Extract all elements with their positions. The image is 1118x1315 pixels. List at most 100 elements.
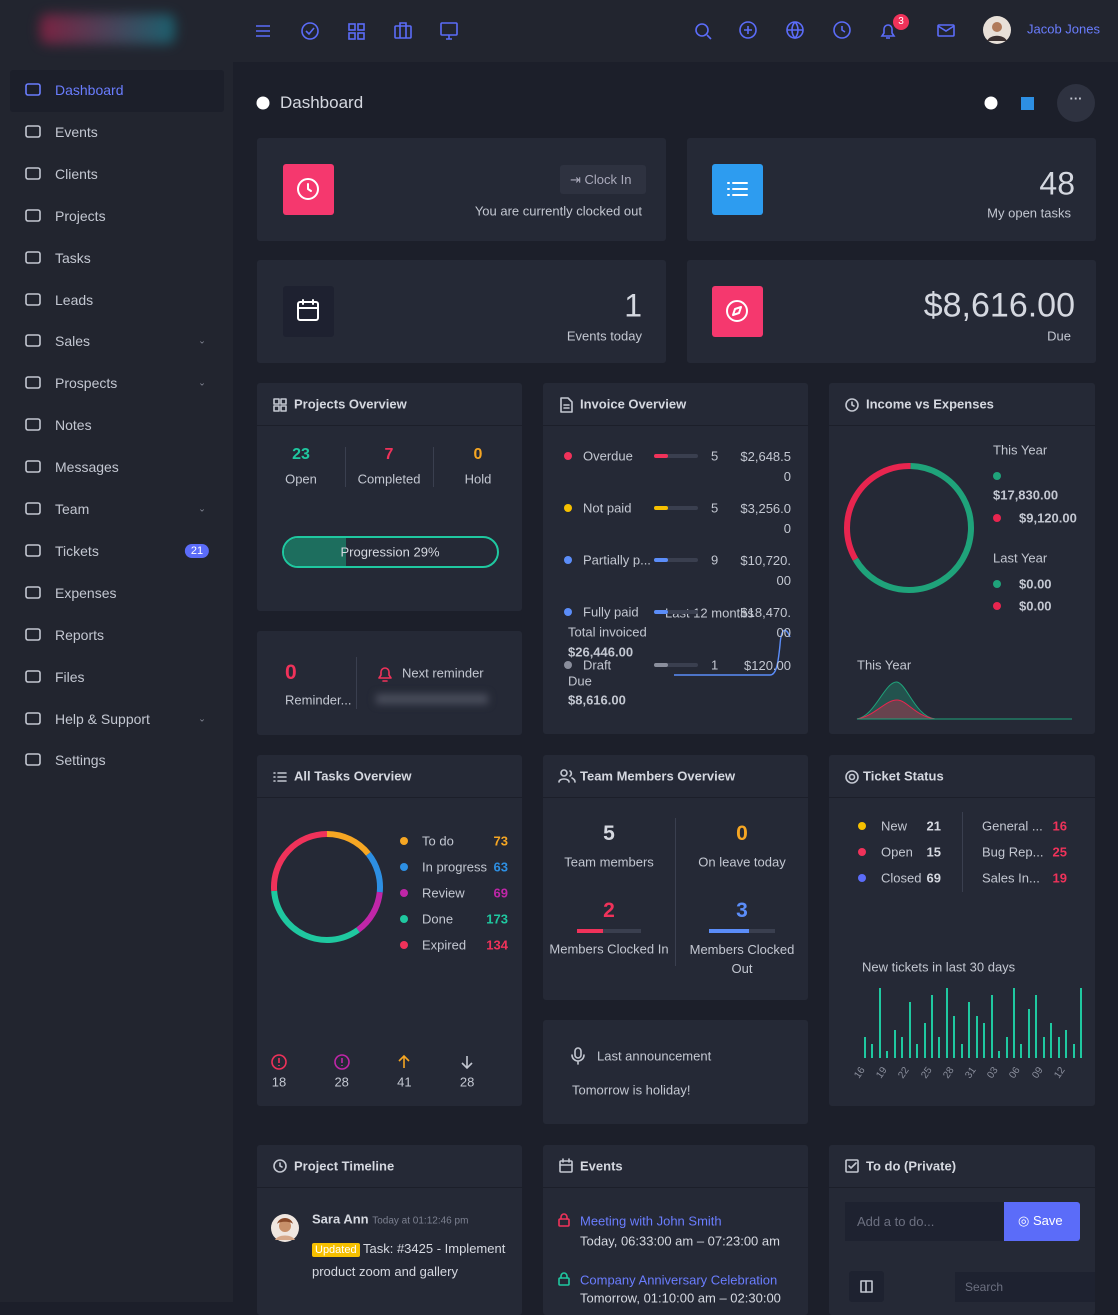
mini-bar-track — [654, 663, 698, 667]
todo-input[interactable]: Add a to do... — [845, 1202, 1004, 1241]
menu-item[interactable]: Notes — [55, 417, 92, 434]
menu-item[interactable]: Files — [55, 668, 85, 685]
chart-label: This Year — [857, 657, 912, 673]
event-title[interactable]: Meeting with John Smith — [580, 1213, 722, 1229]
bell-icon — [378, 667, 392, 682]
clock-icon — [845, 398, 859, 412]
ticket-type-name: Sales In... — [982, 870, 1040, 886]
user-name[interactable]: Jacob Jones — [1027, 21, 1100, 37]
ticket-bar — [901, 1037, 904, 1058]
more-button[interactable]: ··· — [1057, 84, 1095, 122]
invoice-status: Draft — [583, 657, 612, 673]
income-dot — [993, 580, 1001, 588]
invoice-count: 5 — [711, 500, 719, 516]
icon-shape — [25, 711, 41, 725]
mini-bar — [654, 663, 668, 667]
ring-segment — [356, 891, 383, 933]
ticket-bar — [931, 995, 934, 1058]
icon-shape — [25, 502, 41, 515]
save-button[interactable]: ◎ Save — [1004, 1202, 1080, 1241]
ring-segment — [852, 463, 974, 593]
menu-icon — [25, 83, 41, 96]
menu-icon — [25, 376, 41, 390]
filter-button[interactable] — [849, 1271, 884, 1302]
topbar — [0, 0, 1118, 62]
ring-segment — [326, 831, 371, 856]
card-title: To do (Private) — [866, 1158, 957, 1174]
open-tasks-count: 48 — [1039, 165, 1075, 202]
status-dot — [858, 874, 866, 882]
menu-item[interactable]: Settings — [55, 752, 106, 769]
menu-item[interactable]: Sales — [55, 333, 91, 350]
clocked-out-label: Members Clocked Out — [689, 942, 795, 976]
invoice-amount: $2,648.50 — [740, 449, 791, 484]
ring-segment — [844, 463, 911, 561]
menu-item[interactable]: Tickets — [55, 542, 99, 559]
task-footer-icons — [271, 1054, 473, 1070]
menu-item[interactable]: Messages — [55, 459, 119, 476]
menu-item[interactable]: Events — [55, 123, 98, 140]
status-dot — [858, 848, 866, 856]
ticket-bar — [1035, 995, 1038, 1058]
theme-blue[interactable] — [1021, 97, 1034, 110]
lifebuoy-icon — [845, 770, 859, 784]
ticket-bar — [864, 1037, 866, 1058]
icon-shape — [25, 627, 41, 641]
menu-item[interactable]: Help & Support — [55, 710, 150, 727]
ring-segment — [271, 890, 360, 943]
ticket-type-value: 16 — [1052, 818, 1067, 834]
menu-item[interactable]: Prospects — [55, 375, 118, 392]
user-avatar[interactable] — [983, 16, 1011, 44]
event-title[interactable]: Company Anniversary Celebration — [580, 1272, 778, 1288]
calendar-icon — [559, 1158, 573, 1173]
clock-in-button[interactable]: ⇥ Clock In — [560, 165, 646, 194]
lock-icon — [558, 1213, 570, 1227]
ticket-bar — [1005, 1037, 1008, 1058]
stat-label: Hold — [464, 471, 492, 487]
legend-value: 73 — [493, 833, 508, 849]
menu-item[interactable]: Reports — [55, 626, 105, 643]
clock-icon — [297, 178, 319, 200]
menu-item[interactable]: Team — [55, 501, 90, 517]
expenses-this-year: $9,120.00 — [1019, 510, 1077, 526]
menu-item[interactable]: Expenses — [55, 584, 117, 601]
ticket-status-value: 69 — [926, 870, 941, 886]
ticket-type-value: 19 — [1052, 870, 1067, 886]
search-input[interactable]: Search — [955, 1272, 1095, 1302]
total-invoiced: $26,446.00 — [568, 644, 634, 660]
status-dot — [858, 822, 866, 830]
title-dot — [256, 96, 270, 110]
ticket-type-value: 25 — [1052, 844, 1067, 860]
this-year-label: This Year — [993, 442, 1048, 458]
topbar-right-icons[interactable] — [690, 18, 960, 44]
menu-item[interactable]: Dashboard — [55, 82, 124, 98]
icon-shape — [25, 753, 41, 767]
legend-name: In progress — [422, 859, 488, 875]
menu-item[interactable]: Leads — [55, 291, 94, 308]
clock-status: You are currently clocked out — [474, 203, 642, 219]
topbar-left-icons[interactable] — [250, 18, 470, 44]
timeline-text: Task: #3425 - Implement product zoom and… — [312, 1241, 506, 1279]
clocked-out-count: 3 — [736, 899, 748, 922]
timeline-entry-body: Updated Task: #3425 - Implement product … — [312, 1238, 512, 1282]
menu-item[interactable]: Projects — [55, 207, 106, 224]
card-title: Ticket Status — [863, 768, 944, 784]
notification-badge: 3 — [893, 14, 909, 30]
chevron: ⌄ — [198, 335, 206, 346]
ticket-bar — [945, 988, 948, 1058]
status-dot — [564, 608, 572, 616]
menu-item[interactable]: Clients — [55, 165, 98, 182]
theme-light[interactable] — [984, 96, 998, 110]
expenses-last-year: $0.00 — [1019, 598, 1052, 614]
events-today-label: Events today — [566, 328, 642, 344]
progress-fill — [284, 538, 346, 566]
legend-value: 173 — [486, 911, 508, 927]
timeline-time: Today at 01:12:46 pm — [372, 1215, 469, 1227]
menu-icon — [25, 334, 41, 348]
menu-item[interactable]: Tasks — [55, 249, 91, 266]
logo[interactable] — [40, 14, 175, 44]
menu-icon — [25, 585, 41, 599]
ticket-bar — [968, 1002, 971, 1058]
clock-in-text: Clock In — [584, 172, 632, 187]
